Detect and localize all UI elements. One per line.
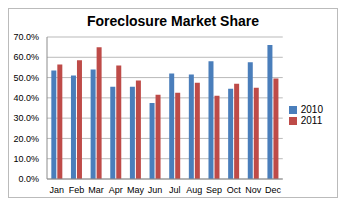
svg-text:Feb: Feb — [69, 185, 85, 195]
svg-text:0.0%: 0.0% — [18, 174, 39, 184]
svg-text:Jul: Jul — [169, 185, 181, 195]
svg-text:Nov: Nov — [245, 185, 262, 195]
svg-text:Aug: Aug — [186, 185, 202, 195]
html-text:Foreclosure Market Share: Foreclosure Market Share — [87, 13, 259, 29]
svg-text:Mar: Mar — [88, 185, 104, 195]
svg-text:40.0%: 40.0% — [13, 93, 39, 103]
svg-text:20.0%: 20.0% — [13, 134, 39, 144]
svg-text:Sep: Sep — [206, 185, 222, 195]
svg-text:Dec: Dec — [265, 185, 282, 195]
svg-text:Jun: Jun — [148, 185, 163, 195]
html-text:2011: 2011 — [300, 115, 323, 126]
svg-text:Jan: Jan — [50, 185, 65, 195]
svg-text:60.0%: 60.0% — [13, 52, 39, 62]
svg-text:50.0%: 50.0% — [13, 73, 39, 83]
html-text:2010: 2010 — [300, 104, 323, 115]
svg-text:70.0%: 70.0% — [13, 33, 39, 42]
svg-text:10.0%: 10.0% — [13, 154, 39, 164]
svg-text:30.0%: 30.0% — [13, 113, 39, 123]
svg-text:Oct: Oct — [227, 185, 242, 195]
svg-text:Apr: Apr — [109, 185, 123, 195]
svg-text:May: May — [127, 185, 145, 195]
